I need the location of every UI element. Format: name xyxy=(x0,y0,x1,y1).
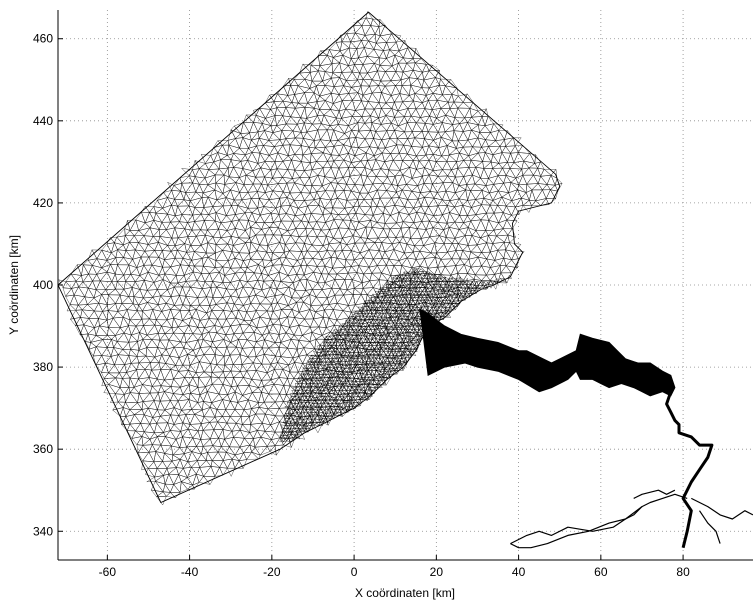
river-tributary-southeast xyxy=(699,510,721,544)
x-tick-label: -20 xyxy=(263,565,281,579)
river-tributary-north xyxy=(633,489,676,499)
y-tick-label: 360 xyxy=(33,442,53,456)
river-tributary-southwest xyxy=(510,506,643,549)
x-tick-label: 0 xyxy=(351,565,358,579)
x-tick-label: -60 xyxy=(99,565,117,579)
x-tick-label: 60 xyxy=(594,565,608,579)
estuary-fill xyxy=(419,308,676,397)
y-tick-label: 440 xyxy=(33,114,53,128)
x-tick-label: 20 xyxy=(430,565,444,579)
y-tick-label: 380 xyxy=(33,360,53,374)
river-channel xyxy=(665,391,714,549)
x-tick-label: 40 xyxy=(512,565,526,579)
y-tick-label: 420 xyxy=(33,196,53,210)
x-tick-label: 80 xyxy=(676,565,690,579)
river-tributary-east xyxy=(691,497,753,520)
filled-regions xyxy=(419,308,753,549)
x-tick-label: -40 xyxy=(181,565,199,579)
tick-labels: -60 -40 -20 0 20 40 60 80 340 360 380 400 420 440 460 xyxy=(33,32,690,579)
fine-mesh xyxy=(279,267,513,443)
y-tick-label: 340 xyxy=(33,524,53,538)
y-axis-label: Y coördinaten [km] xyxy=(7,235,21,335)
x-axis-label: X coördinaten [km] xyxy=(355,586,455,600)
y-tick-label: 400 xyxy=(33,278,53,292)
river-tributary-west xyxy=(510,493,688,545)
y-tick-label: 460 xyxy=(33,32,53,46)
